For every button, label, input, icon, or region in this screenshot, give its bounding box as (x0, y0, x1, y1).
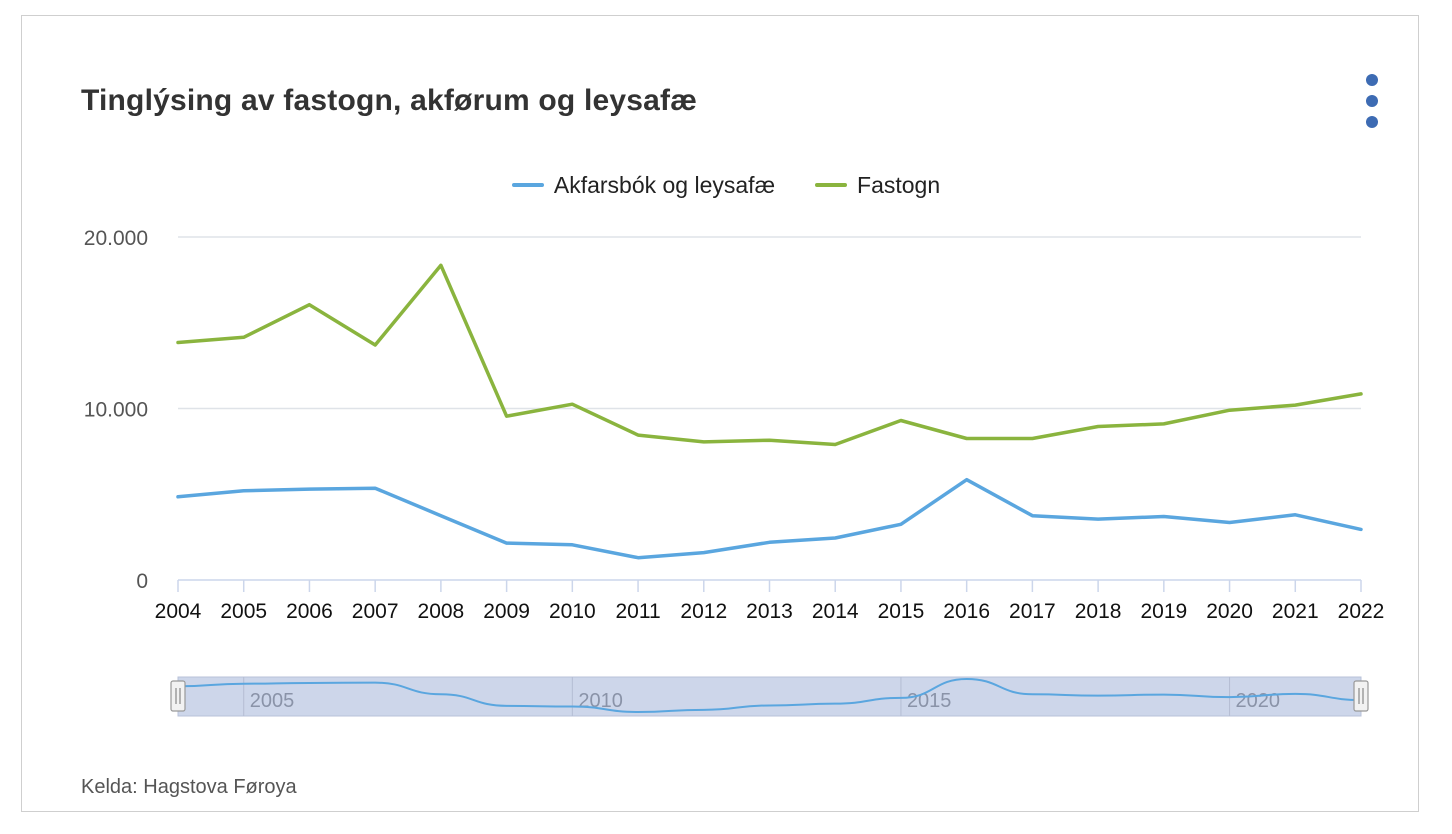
x-tick-label: 2006 (286, 600, 333, 623)
data-point-0[interactable] (831, 534, 839, 542)
x-tick-label: 2019 (1140, 600, 1187, 623)
data-point-1[interactable] (1094, 423, 1102, 431)
menu-dot-icon (1366, 116, 1378, 128)
menu-dot-icon (1366, 95, 1378, 107)
series-line-0[interactable] (176, 477, 1363, 560)
data-point-0[interactable] (897, 520, 905, 528)
x-tick-label: 2021 (1272, 600, 1319, 623)
grid-layer (178, 236, 1361, 410)
navigator-tick-label: 2015 (907, 690, 952, 712)
data-point-0[interactable] (1357, 525, 1365, 533)
navigator-series-line (177, 677, 1362, 714)
y-tick-label: 0 (136, 570, 148, 593)
x-tick-label: 2007 (352, 600, 399, 623)
data-point-1[interactable] (174, 338, 182, 346)
y-tick-label: 20.000 (84, 227, 148, 250)
x-tick-label: 2018 (1075, 600, 1122, 623)
x-tick-label: 2010 (549, 600, 596, 623)
data-point-1[interactable] (700, 438, 708, 446)
data-point-0[interactable] (568, 541, 576, 549)
x-tick-label: 2008 (418, 600, 465, 623)
x-tick-label: 2020 (1206, 600, 1253, 623)
x-tick-label: 2005 (220, 600, 267, 623)
navigator-left-handle[interactable] (170, 680, 186, 712)
x-tick-label: 2015 (878, 600, 925, 623)
x-tick-label: 2009 (483, 600, 530, 623)
data-point-0[interactable] (240, 487, 248, 495)
data-point-1[interactable] (634, 431, 642, 439)
data-point-0[interactable] (1028, 512, 1036, 520)
x-tick-label: 2012 (680, 600, 727, 623)
data-point-1[interactable] (831, 441, 839, 449)
data-point-0[interactable] (1291, 511, 1299, 519)
data-point-1[interactable] (503, 412, 511, 420)
data-point-0[interactable] (1226, 519, 1234, 527)
x-tick-label: 2017 (1009, 600, 1056, 623)
data-point-0[interactable] (437, 512, 445, 520)
menu-dot-icon (1366, 74, 1378, 86)
data-point-1[interactable] (963, 435, 971, 443)
x-tick-label: 2011 (615, 600, 660, 623)
series-line-1[interactable] (176, 263, 1363, 447)
legend-item-series-0[interactable]: Akfarsbók og leysafæ (511, 168, 776, 202)
axis-layer: 0 10.000 20.000 2004 2005 2006 2007 2008 2009 201… (84, 227, 1385, 623)
y-tick-label: 10.000 (84, 399, 148, 422)
x-tick-label: 2022 (1338, 600, 1385, 623)
legend-item-series-1[interactable]: Fastogn (815, 168, 940, 202)
legend-swatch-0 (511, 183, 544, 187)
data-point-1[interactable] (1160, 420, 1168, 428)
x-tick-label: 2016 (943, 600, 990, 623)
data-point-1[interactable] (240, 333, 248, 341)
handle-body (170, 680, 186, 712)
data-point-1[interactable] (371, 341, 379, 349)
data-point-0[interactable] (371, 484, 379, 492)
data-point-1[interactable] (1357, 390, 1365, 398)
data-point-1[interactable] (568, 400, 576, 408)
source-credit: Kelda: Hagstova Føroya (81, 776, 297, 798)
chart-title: Tinglýsing av fastogn, akførum og leysaf… (81, 84, 698, 117)
x-tick-label: 2014 (812, 600, 859, 623)
x-tick-label: 2004 (155, 600, 202, 623)
context-menu-button[interactable] (1358, 70, 1386, 132)
data-point-0[interactable] (963, 476, 971, 484)
legend-swatch-1 (815, 183, 848, 187)
series-layer (174, 261, 1365, 562)
chart-legend: Akfarsbók og leysafæ Fastogn (0, 168, 1452, 202)
data-point-0[interactable] (503, 539, 511, 547)
x-tick-label: 2013 (746, 600, 793, 623)
data-point-0[interactable] (1160, 513, 1168, 521)
data-point-0[interactable] (634, 554, 642, 562)
data-point-1[interactable] (1291, 401, 1299, 409)
navigator-right-handle[interactable] (1353, 680, 1369, 712)
legend-label-0: Akfarsbók og leysafæ (553, 171, 776, 198)
navigator-tick-label: 2020 (1236, 690, 1281, 712)
navigator-tick-label: 2005 (250, 690, 295, 712)
data-point-1[interactable] (1226, 406, 1234, 414)
data-point-1[interactable] (305, 301, 313, 309)
data-point-0[interactable] (174, 493, 182, 501)
data-point-0[interactable] (305, 485, 313, 493)
data-point-1[interactable] (1028, 435, 1036, 443)
data-point-1[interactable] (897, 417, 905, 425)
data-point-1[interactable] (766, 436, 774, 444)
legend-label-1: Fastogn (857, 171, 941, 198)
data-point-0[interactable] (700, 549, 708, 557)
handle-body (1353, 680, 1369, 712)
data-point-0[interactable] (1094, 515, 1102, 523)
navigator: 2005 2010 2015 2020 (170, 676, 1369, 717)
data-point-1[interactable] (437, 261, 445, 269)
data-point-0[interactable] (766, 538, 774, 546)
